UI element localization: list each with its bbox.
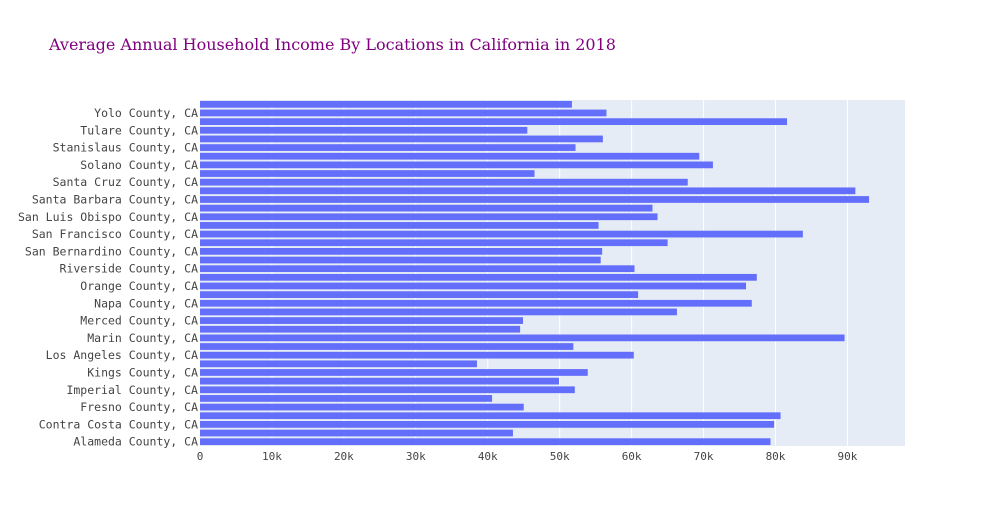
bar[interactable] [200,360,477,368]
bar[interactable] [200,230,803,238]
bar[interactable] [200,429,513,437]
bar[interactable] [200,196,870,203]
bar[interactable] [200,412,781,420]
bar[interactable] [200,109,607,117]
y-tick-label: Stanislaus County, CA [53,141,198,155]
bar[interactable] [200,386,575,394]
bar[interactable] [200,135,603,143]
y-tick-label: Kings County, CA [87,365,198,379]
y-tick-label: Riverside County, CA [60,262,199,276]
bar[interactable] [200,377,559,385]
bar[interactable] [200,118,788,125]
bars [200,100,870,446]
bar[interactable] [200,126,528,134]
x-tick-label: 80k [766,450,786,463]
bar[interactable] [200,343,574,350]
bar[interactable] [200,100,572,108]
bar[interactable] [200,248,603,255]
bar[interactable] [200,291,639,298]
y-tick-label: Tulare County, CA [80,123,198,137]
y-tick-label: Fresno County, CA [80,400,198,414]
y-tick-label: Orange County, CA [80,279,198,293]
bar[interactable] [200,161,713,169]
y-tick-label: Los Angeles County, CA [46,348,198,362]
x-tick-label: 60k [622,450,642,463]
bar[interactable] [200,178,688,186]
bar[interactable] [200,204,653,212]
y-tick-label: San Luis Obispo County, CA [18,210,198,224]
bar[interactable] [200,144,576,151]
y-tick-label: Alameda County, CA [73,435,198,449]
bar[interactable] [200,325,521,333]
y-tick-label: Santa Barbara County, CA [32,192,198,206]
y-tick-label: San Bernardino County, CA [25,244,198,258]
bar[interactable] [200,395,493,402]
x-tick-label: 10k [262,450,282,463]
bar[interactable] [200,421,775,428]
bar[interactable] [200,265,635,273]
chart-title: Average Annual Household Income By Locat… [48,35,616,54]
bar[interactable] [200,299,752,307]
x-tick-label: 70k [694,450,714,463]
y-axis-tick-labels: Alameda County, CA Contra Costa County, C… [18,106,198,449]
x-tick-label: 40k [478,450,498,463]
x-tick-label: 0 [197,450,204,463]
y-tick-label: Marin County, CA [87,331,198,345]
y-tick-label: Santa Cruz County, CA [53,175,198,189]
y-tick-label: Solano County, CA [80,158,198,172]
bar[interactable] [200,317,524,324]
x-axis-tick-labels: 0 10k 20k 30k 40k 50k 60k 70k 80k 90k [197,450,858,463]
bar[interactable] [200,213,658,221]
y-tick-label: Yolo County, CA [94,106,198,120]
y-tick-label: Napa County, CA [94,296,198,310]
bar[interactable] [200,334,845,342]
bar[interactable] [200,222,599,229]
bar[interactable] [200,170,535,177]
x-tick-label: 30k [406,450,426,463]
x-tick-label: 50k [550,450,570,463]
y-tick-label: Contra Costa County, CA [39,417,198,431]
bar[interactable] [200,239,668,247]
plot-area [200,100,905,446]
bar[interactable] [200,187,856,195]
bar[interactable] [200,256,601,264]
bar[interactable] [200,403,524,411]
bar[interactable] [200,438,771,446]
y-tick-label: Merced County, CA [80,314,198,328]
x-tick-label: 90k [838,450,858,463]
bar[interactable] [200,369,588,376]
x-tick-label: 20k [334,450,354,463]
y-tick-label: San Francisco County, CA [32,227,198,241]
bar[interactable] [200,308,677,316]
bar[interactable] [200,273,757,281]
bar[interactable] [200,152,700,160]
bar[interactable] [200,351,634,359]
y-tick-label: Imperial County, CA [66,383,198,397]
bar[interactable] [200,282,747,290]
